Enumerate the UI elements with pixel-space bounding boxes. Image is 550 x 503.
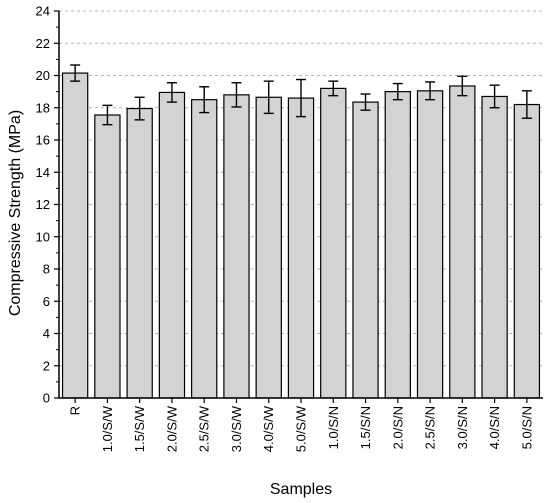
y-tick-label: 12 bbox=[36, 197, 50, 212]
error-bar bbox=[360, 93, 371, 111]
y-tick-label: 24 bbox=[36, 4, 50, 19]
x-tick-label: 1.0/S/N bbox=[326, 406, 341, 449]
error-bar bbox=[392, 82, 403, 101]
y-tick-label: 16 bbox=[36, 133, 50, 148]
x-tick-label: 3.0/S/N bbox=[455, 406, 470, 449]
x-tick-label: 1.5/S/N bbox=[358, 406, 373, 449]
error-bar bbox=[102, 104, 113, 126]
y-tick-label: 22 bbox=[36, 36, 50, 51]
error-bar bbox=[457, 75, 468, 97]
y-tick-label: 8 bbox=[43, 262, 50, 277]
bar-3-0-s-n bbox=[449, 85, 476, 399]
bar-4-0-s-n bbox=[481, 95, 508, 399]
x-tick-label: 2.0/S/W bbox=[164, 405, 179, 452]
bars bbox=[61, 72, 541, 399]
bar-r bbox=[61, 72, 89, 399]
bar-1-5-s-w bbox=[126, 107, 153, 399]
x-tick-label: 2.5/S/W bbox=[197, 405, 212, 452]
error-bar bbox=[134, 96, 145, 121]
error-bar bbox=[231, 82, 242, 108]
bar-2-5-s-w bbox=[191, 99, 218, 399]
bar-2-5-s-n bbox=[416, 90, 444, 399]
error-bar bbox=[199, 86, 210, 114]
y-tick-label: 2 bbox=[43, 358, 50, 373]
bar-1-5-s-n bbox=[352, 101, 379, 399]
x-tick-label: 4.0/S/W bbox=[261, 405, 276, 452]
bar-1-0-s-n bbox=[320, 87, 347, 399]
y-axis-title: Compressive Strength (MPa) bbox=[7, 110, 24, 316]
x-tick-label: 5.0/S/W bbox=[294, 405, 309, 452]
y-tick-label: 4 bbox=[43, 326, 50, 341]
bar-2-0-s-n bbox=[384, 91, 411, 399]
bar-5-0-s-n bbox=[513, 103, 541, 399]
x-tick-label: 2.5/S/N bbox=[423, 406, 438, 449]
x-tick-label: 1.0/S/W bbox=[100, 405, 115, 452]
error-bar bbox=[296, 78, 306, 118]
error-bar bbox=[521, 90, 532, 119]
x-axis-title: Samples bbox=[270, 481, 332, 498]
y-tick-label: 14 bbox=[36, 165, 50, 180]
y-tick-label: 10 bbox=[36, 229, 50, 244]
error-bar bbox=[328, 80, 339, 97]
x-tick-label: 1.5/S/W bbox=[132, 405, 147, 452]
y-tick-label: 18 bbox=[36, 100, 50, 115]
error-bar bbox=[263, 80, 274, 115]
y-tick-label: 20 bbox=[36, 68, 50, 83]
error-bar bbox=[425, 81, 436, 101]
error-bar bbox=[70, 64, 81, 82]
x-tick-label: 4.0/S/N bbox=[487, 406, 502, 449]
error-bar bbox=[489, 84, 500, 109]
y-tick-label: 6 bbox=[43, 294, 50, 309]
x-tick-label: R bbox=[68, 406, 83, 415]
x-tick-label: 2.0/S/N bbox=[390, 406, 405, 449]
y-tick-label: 0 bbox=[43, 391, 50, 406]
bar-4-0-s-w bbox=[255, 96, 282, 399]
x-tick-label: 5.0/S/N bbox=[519, 406, 534, 449]
error-bar bbox=[166, 82, 177, 103]
bar-2-0-s-w bbox=[158, 91, 186, 399]
error-bars bbox=[70, 64, 532, 126]
bar-1-0-s-w bbox=[94, 114, 121, 399]
bar-5-0-s-w bbox=[287, 97, 315, 399]
bar-3-0-s-w bbox=[223, 94, 250, 399]
x-tick-label: 3.0/S/W bbox=[229, 405, 244, 452]
